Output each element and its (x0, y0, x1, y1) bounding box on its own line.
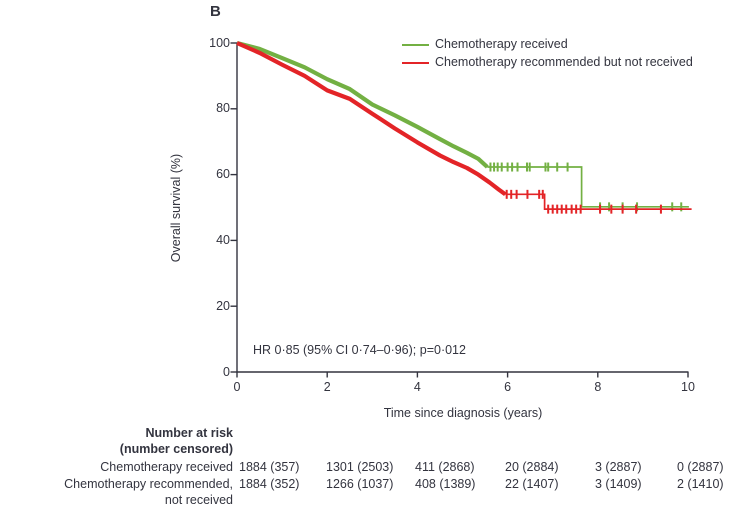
risk-value-row1-t4: 408 (1389) (415, 477, 476, 491)
legend-label-not-received: Chemotherapy recommended but not receive… (435, 55, 693, 69)
y-tick-label: 100 (209, 35, 230, 50)
risk-row-label-not-received-line2: not received (164, 493, 233, 507)
risk-row-label-not-received-line1: Chemotherapy recommended, (64, 477, 233, 491)
risk-value-row0-t6: 20 (2884) (505, 460, 559, 474)
series-curve-dense-1 (236, 41, 507, 196)
x-tick-label: 8 (594, 380, 602, 394)
series-curve-dense-0 (236, 40, 489, 169)
y-tick-label: 20 (216, 298, 230, 313)
legend-line-red-icon (402, 61, 429, 64)
x-tick-label: 2 (323, 380, 331, 394)
risk-value-row0-t0: 1884 (357) (239, 460, 300, 474)
x-axis-title: Time since diagnosis (years) (383, 406, 543, 420)
y-tick-label: 60 (216, 167, 230, 182)
risk-table-header-line1: Number at risk (145, 426, 233, 440)
y-axis-title: Overall survival (%) (169, 153, 183, 263)
risk-row-label-received: Chemotherapy received (100, 460, 233, 474)
risk-value-row1-t8: 3 (1409) (595, 477, 642, 491)
panel-label: B (210, 3, 221, 20)
x-tick-label: 0 (233, 380, 241, 394)
x-tick-label: 6 (504, 380, 512, 394)
series-curve-1 (505, 193, 692, 210)
risk-value-row0-t4: 411 (2868) (415, 460, 475, 474)
legend-item-received: Chemotherapy received (402, 37, 568, 52)
risk-value-row0-t8: 3 (2887) (595, 460, 642, 474)
hazard-ratio-annotation: HR 0·85 (95% CI 0·74–0·96); p=0·012 (253, 343, 466, 357)
risk-value-row0-t2: 1301 (2503) (326, 460, 394, 474)
legend-item-not-received: Chemotherapy recommended but not receive… (402, 55, 693, 70)
y-tick-label: 80 (216, 101, 230, 116)
risk-value-row1-t2: 1266 (1037) (326, 477, 394, 491)
risk-value-row1-t10: 2 (1410) (677, 477, 724, 491)
x-tick-label: 4 (413, 380, 421, 394)
risk-table-header-line2: (number censored) (119, 442, 233, 456)
y-tick-label: 0 (223, 364, 230, 379)
risk-value-row1-t6: 22 (1407) (505, 477, 559, 491)
risk-value-row1-t0: 1884 (352) (239, 477, 300, 491)
legend-line-green-icon (402, 43, 429, 46)
x-tick-label: 10 (681, 380, 695, 394)
risk-value-row0-t10: 0 (2887) (677, 460, 724, 474)
series-curve-0 (487, 166, 689, 208)
y-tick-label: 40 (216, 232, 230, 247)
legend-label-received: Chemotherapy received (435, 37, 568, 51)
